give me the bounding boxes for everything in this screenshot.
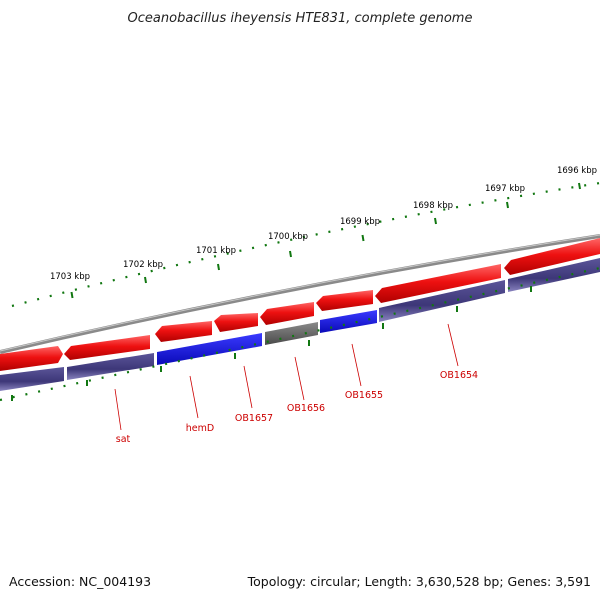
tick-label: 1699 kbp	[340, 217, 380, 227]
outer-tick-ring: 1703 kbp 1702 kbp 1701 kbp 1700 kbp 1699…	[11, 166, 600, 308]
backbone-ring-highlight	[0, 234, 600, 352]
tick-mark	[578, 182, 581, 190]
gene-reverse	[379, 280, 505, 322]
label-line	[189, 375, 199, 419]
label-line	[114, 388, 122, 431]
gene-other	[265, 322, 318, 345]
gene-forward	[375, 264, 501, 303]
outer-dotted-ring	[11, 181, 600, 308]
tick-label: 1701 kbp	[196, 246, 236, 256]
genome-summary-text: Topology: circular; Length: 3,630,528 bp…	[247, 574, 591, 589]
gene-forward	[0, 346, 63, 371]
backbone-ring	[0, 234, 600, 354]
gene-label-OB1657: OB1657	[235, 413, 273, 424]
gene-forward	[64, 335, 150, 360]
gene-reverse	[508, 258, 600, 292]
tick-label: 1697 kbp	[485, 184, 525, 194]
accession-text: Accession: NC_004193	[9, 574, 151, 589]
tick-mark	[289, 250, 292, 258]
tick-label: 1700 kbp	[268, 232, 308, 242]
tick-mark	[361, 234, 365, 242]
tick-mark	[144, 276, 147, 284]
label-line	[351, 343, 362, 387]
gene-labels: sat hemD OB1657 OB1656 OB1655 OB1654	[116, 370, 478, 445]
gene-reverse	[0, 367, 64, 391]
tick-mark	[434, 217, 437, 225]
gene-reverse	[320, 310, 377, 333]
gene-forward	[214, 313, 258, 332]
map-title: Oceanobacillus iheyensis HTE831, complet…	[128, 11, 473, 26]
gene-label-OB1655: OB1655	[345, 390, 383, 401]
forward-strand-track	[0, 238, 600, 371]
gene-label-OB1654: OB1654	[440, 370, 478, 381]
tick-label: 1698 kbp	[413, 201, 453, 211]
gene-forward	[504, 238, 600, 275]
gene-reverse	[157, 333, 262, 365]
tick-label: 1696 kbp	[557, 166, 597, 176]
inner-tick-marks	[11, 286, 532, 401]
gene-forward	[260, 302, 314, 325]
tick-mark	[506, 201, 509, 209]
gene-forward	[155, 321, 212, 342]
tick-marks	[70, 182, 581, 299]
gene-forward	[316, 290, 373, 311]
label-line	[243, 365, 253, 409]
tick-label: 1703 kbp	[50, 272, 90, 282]
gene-label-sat: sat	[116, 434, 131, 445]
tick-mark	[217, 263, 220, 271]
label-line	[447, 323, 459, 367]
gene-reverse	[67, 353, 154, 380]
gene-label-OB1656: OB1656	[287, 403, 325, 414]
tick-labels: 1703 kbp 1702 kbp 1701 kbp 1700 kbp 1699…	[50, 166, 597, 282]
reverse-strand-track	[0, 258, 600, 391]
tick-label: 1702 kbp	[123, 260, 163, 270]
label-line	[294, 356, 305, 401]
tick-mark	[70, 291, 74, 299]
gene-label-hemD: hemD	[186, 423, 214, 434]
gene-label-lines	[114, 323, 459, 431]
